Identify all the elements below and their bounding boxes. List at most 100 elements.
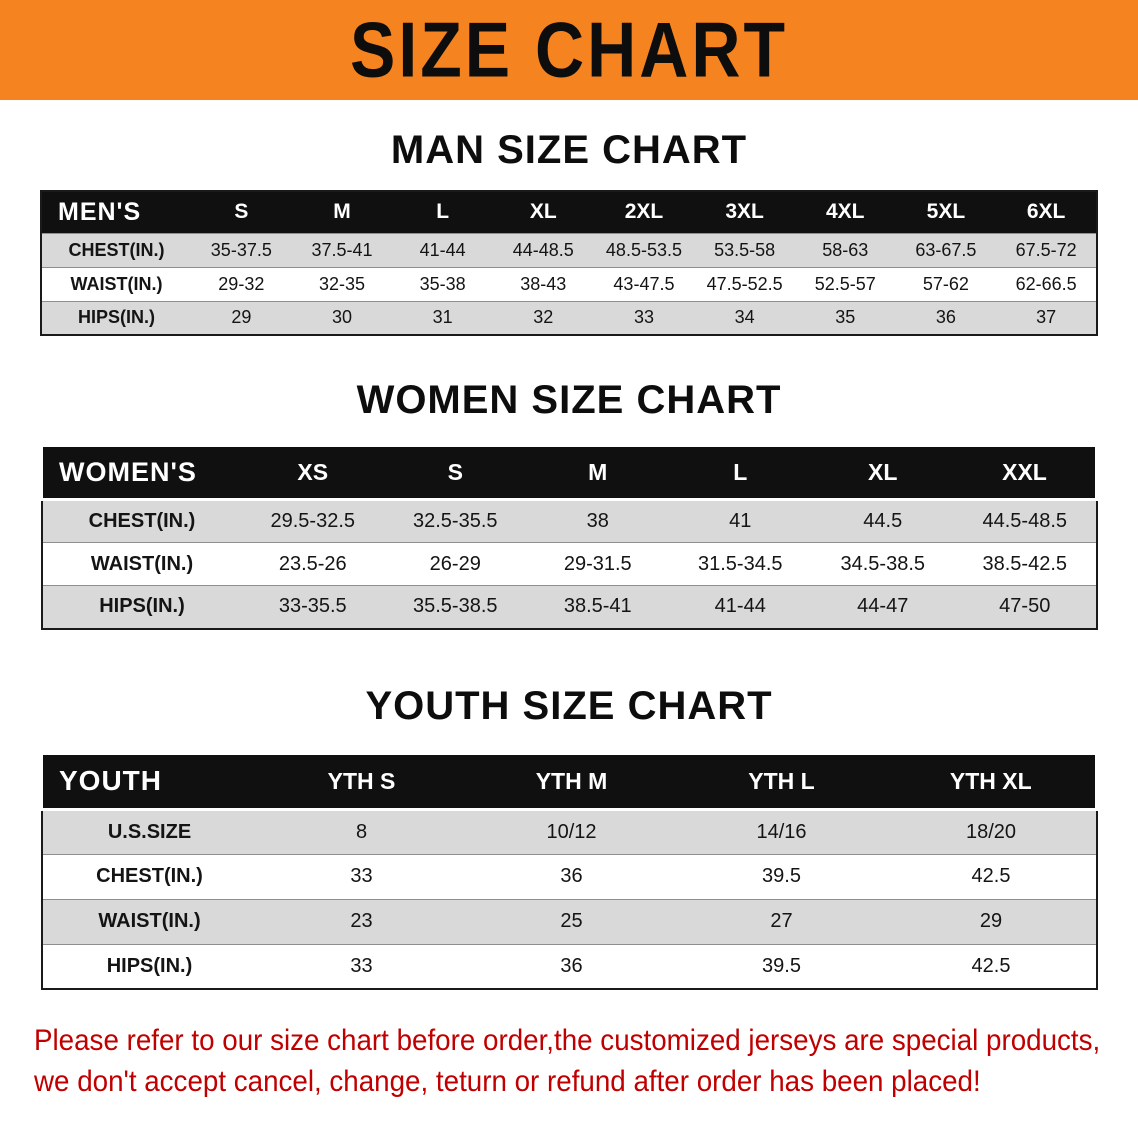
youth-size-column-header: YTH S: [256, 751, 467, 811]
row-label: CHEST(IN.): [41, 232, 191, 267]
size-sections: MAN SIZE CHART MEN'S S M L XL 2XL 3XL 4XL 5XL 6XL C…: [0, 126, 1138, 990]
size-value: 53.5-58: [694, 232, 795, 267]
size-value: 43-47.5: [593, 266, 695, 301]
row-label: CHEST(IN.): [41, 499, 242, 543]
size-value: 42.5: [886, 943, 1097, 989]
size-value: 33: [256, 943, 467, 989]
size-value: 35-37.5: [191, 232, 292, 267]
size-section-youth: YOUTH SIZE CHART YOUTH YTH S YTH M YTH L YTH …: [0, 682, 1138, 990]
size-value: 33: [256, 853, 467, 899]
size-value: 41: [669, 499, 812, 543]
size-value: 36: [466, 943, 677, 989]
youth-size-column-header: YTH M: [466, 751, 677, 811]
size-value: 58-63: [794, 232, 896, 267]
size-value: 38: [526, 499, 669, 543]
size-value: 33: [593, 300, 695, 335]
size-value: 42.5: [886, 853, 1097, 899]
size-value: 67.5-72: [996, 232, 1097, 267]
disclaimer: Please refer to our size chart before or…: [0, 1020, 1138, 1102]
row-label: HIPS(IN.): [41, 585, 242, 629]
size-value: 44.5: [811, 499, 954, 543]
size-value: 47.5-52.5: [694, 266, 795, 301]
size-value: 41-44: [669, 585, 812, 629]
women-table-title: WOMEN'S: [40, 444, 242, 501]
size-value: 8: [256, 808, 467, 854]
size-value: 44-47: [811, 585, 954, 629]
women-measurement-row: CHEST(IN.) 29.5-32.5 32.5-35.5 38 41 44.5 44.5…: [41, 499, 1097, 543]
banner: SIZE CHART: [0, 0, 1138, 100]
row-label: WAIST(IN.): [41, 898, 257, 944]
size-value: 38.5-41: [526, 585, 669, 629]
youth-table-title: YOUTH: [40, 751, 257, 811]
size-value: 32.5-35.5: [384, 499, 527, 543]
youth-size-column-header: YTH XL: [886, 751, 1098, 811]
size-value: 44.5-48.5: [954, 499, 1097, 543]
disclaimer-line-2: we don't accept cancel, change, teturn o…: [34, 1065, 981, 1098]
men-measurement-row: CHEST(IN.) 35-37.5 37.5-41 41-44 44-48.5 48.5…: [41, 232, 1097, 267]
men-section-heading: MAN SIZE CHART: [390, 128, 748, 172]
size-value: 39.5: [676, 853, 887, 899]
size-value: 18/20: [886, 808, 1097, 854]
size-value: 23.5-26: [241, 542, 384, 586]
women-header-row: WOMEN'S XS S M L XL XXL: [40, 444, 1098, 501]
size-value: 30: [291, 300, 393, 335]
size-value: 31.5-34.5: [669, 542, 812, 586]
size-value: 48.5-53.5: [593, 232, 695, 267]
size-value: 63-67.5: [895, 232, 997, 267]
size-value: 29.5-32.5: [241, 499, 384, 543]
men-measurement-row: WAIST(IN.) 29-32 32-35 35-38 38-43 43-47.5 47.…: [41, 266, 1097, 301]
size-value: 25: [466, 898, 677, 944]
women-size-column-header: L: [669, 444, 812, 501]
youth-measurement-row: U.S.SIZE 8 10/12 14/16 18/20: [41, 808, 1097, 854]
row-label: WAIST(IN.): [41, 542, 242, 586]
youth-size-column-header: YTH L: [676, 751, 887, 811]
size-value: 14/16: [676, 808, 887, 854]
size-value: 38.5-42.5: [954, 542, 1097, 586]
men-size-column-header: S: [191, 191, 292, 233]
youth-measurement-row: CHEST(IN.) 33 36 39.5 42.5: [41, 853, 1097, 899]
size-value: 35-38: [392, 266, 493, 301]
size-value: 34.5-38.5: [811, 542, 954, 586]
men-size-column-header: 6XL: [996, 191, 1097, 233]
size-value: 62-66.5: [996, 266, 1097, 301]
row-label: HIPS(IN.): [41, 300, 191, 335]
size-value: 41-44: [392, 232, 493, 267]
size-value: 39.5: [676, 943, 887, 989]
size-value: 37.5-41: [291, 232, 393, 267]
size-value: 52.5-57: [794, 266, 896, 301]
size-value: 33-35.5: [241, 585, 384, 629]
youth-measurement-row: WAIST(IN.) 23 25 27 29: [41, 898, 1097, 944]
disclaimer-line-1: Please refer to our size chart before or…: [34, 1024, 1101, 1057]
size-value: 37: [996, 300, 1097, 335]
men-size-table: MEN'S S M L XL 2XL 3XL 4XL 5XL 6XL CHEST(IN.) 35-37…: [40, 190, 1098, 336]
size-value: 32: [492, 300, 594, 335]
size-value: 23: [256, 898, 467, 944]
size-value: 47-50: [954, 585, 1097, 629]
youth-measurement-row: HIPS(IN.) 33 36 39.5 42.5: [41, 943, 1097, 989]
women-size-table: WOMEN'S XS S M L XL XXL CHEST(IN.) 29.5-32.5 32.5…: [40, 444, 1098, 630]
size-value: 44-48.5: [492, 232, 594, 267]
men-size-column-header: XL: [492, 191, 594, 233]
size-value: 36: [895, 300, 997, 335]
men-size-column-header: 5XL: [895, 191, 997, 233]
row-label: U.S.SIZE: [41, 808, 257, 854]
size-value: 10/12: [466, 808, 677, 854]
size-value: 35.5-38.5: [384, 585, 527, 629]
size-value: 29-32: [191, 266, 292, 301]
women-measurement-row: HIPS(IN.) 33-35.5 35.5-38.5 38.5-41 41-44 44-…: [41, 585, 1097, 629]
men-size-column-header: L: [392, 191, 493, 233]
row-label: CHEST(IN.): [41, 853, 257, 899]
row-label: WAIST(IN.): [41, 266, 191, 301]
men-header-row: MEN'S S M L XL 2XL 3XL 4XL 5XL 6XL: [41, 191, 1097, 233]
women-size-column-header: XL: [811, 444, 954, 501]
youth-section-heading: YOUTH SIZE CHART: [365, 683, 773, 728]
size-value: 38-43: [492, 266, 594, 301]
youth-header-row: YOUTH YTH S YTH M YTH L YTH XL: [40, 751, 1098, 811]
size-value: 35: [794, 300, 896, 335]
women-measurement-row: WAIST(IN.) 23.5-26 26-29 29-31.5 31.5-34.5 34…: [41, 542, 1097, 586]
men-size-column-header: 3XL: [694, 191, 795, 233]
size-value: 34: [694, 300, 795, 335]
size-value: 36: [466, 853, 677, 899]
size-value: 26-29: [384, 542, 527, 586]
men-size-column-header: 4XL: [794, 191, 896, 233]
